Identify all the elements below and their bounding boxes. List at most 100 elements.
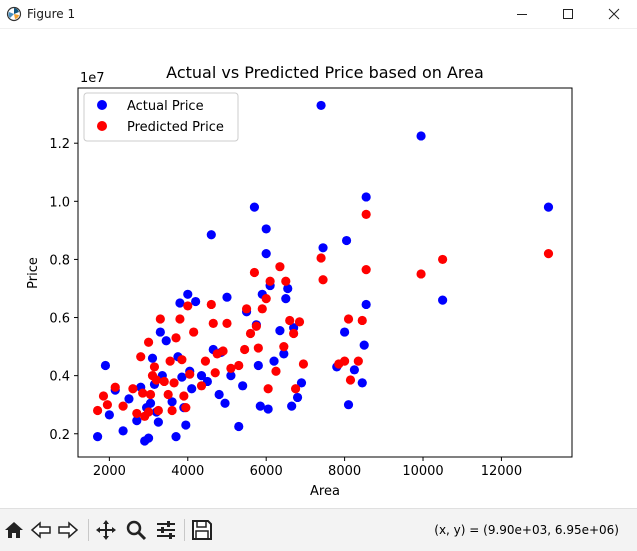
predicted-price-point	[279, 341, 289, 352]
x-tick-label: 8000	[328, 464, 361, 479]
y-axis: 0.2 0.4 0.6 0.8 1.0 1.2	[49, 137, 78, 443]
predicted-price-point	[345, 375, 356, 385]
save-icon	[192, 520, 212, 540]
configure-subplots-button[interactable]	[154, 518, 178, 542]
predicted-price-point	[165, 356, 175, 366]
predicted-price-point	[294, 317, 305, 327]
predicted-price-point	[234, 360, 244, 371]
actual-price-point	[100, 360, 111, 371]
actual-price-point	[359, 340, 369, 350]
predicted-price-point	[118, 401, 128, 411]
actual-price-point	[175, 298, 185, 308]
plot-area	[77, 87, 573, 458]
predicted-price-point	[340, 356, 350, 366]
actual-price-point	[343, 400, 354, 410]
figure-canvas[interactable]: Actual vs Predicted Price based on Area …	[0, 29, 637, 507]
predicted-price-point	[316, 253, 326, 263]
actual-price-point	[253, 360, 263, 371]
y-tick-label: 0.6	[49, 312, 70, 327]
predicted-price-point	[263, 384, 273, 394]
actual-price-point	[181, 420, 191, 430]
forward-icon	[58, 521, 79, 539]
actual-price-point	[287, 401, 297, 411]
close-icon	[608, 8, 620, 20]
back-button[interactable]	[29, 518, 53, 542]
toolbar-separator	[184, 519, 185, 541]
y-tick-label: 1.0	[49, 195, 70, 210]
actual-price-point	[261, 249, 271, 259]
predicted-price-point	[271, 366, 281, 376]
maximize-button[interactable]	[545, 0, 591, 28]
x-tick-label: 12000	[481, 464, 522, 479]
legend-label-actual: Actual Price	[127, 99, 204, 114]
predicted-price-point	[138, 388, 148, 398]
predicted-price-point	[226, 363, 236, 373]
save-button[interactable]	[190, 518, 214, 542]
actual-price-point	[283, 283, 293, 294]
predicted-price-point	[290, 384, 301, 394]
window-titlebar: Figure 1	[0, 0, 637, 29]
y-offset-label: 1e7	[80, 71, 105, 86]
y-axis-label: Price	[26, 257, 41, 289]
x-tick-label: 10000	[402, 464, 443, 479]
predicted-price-point	[110, 382, 120, 392]
actual-price-point	[269, 356, 279, 366]
predicted-price-point	[132, 408, 142, 419]
legend: Actual Price Predicted Price	[83, 92, 239, 142]
actual-price-point	[281, 294, 291, 304]
actual-price-point	[93, 432, 103, 442]
predicted-price-point	[298, 359, 309, 369]
actual-price-point	[316, 100, 326, 111]
actual-price-point	[206, 230, 216, 240]
predicted-price-point	[159, 376, 169, 387]
chart-title: Actual vs Predicted Price based on Area	[166, 63, 484, 82]
predicted-price-point	[185, 369, 195, 379]
predicted-price-point	[265, 276, 275, 286]
predicted-price-point	[93, 405, 103, 416]
forward-button[interactable]	[56, 518, 80, 542]
legend-marker-predicted	[97, 121, 107, 131]
predicted-price-point	[163, 389, 173, 400]
predicted-price-point	[143, 337, 154, 347]
predicted-price-point	[98, 391, 109, 401]
minimize-button[interactable]	[499, 0, 545, 28]
actual-price-point	[147, 353, 158, 363]
predicted-price-point	[241, 304, 252, 314]
actual-price-point	[153, 417, 163, 427]
predicted-price-point	[181, 403, 191, 413]
pan-icon	[96, 520, 116, 540]
predicted-price-point	[143, 407, 154, 417]
predicted-price-point	[151, 375, 162, 385]
y-tick-label: 1.2	[49, 137, 70, 152]
actual-price-point	[220, 398, 230, 408]
actual-price-point	[249, 202, 260, 212]
predicted-price-point	[102, 400, 113, 410]
actual-price-point	[191, 296, 201, 307]
predicted-price-point	[136, 352, 146, 362]
y-tick-label: 0.4	[49, 370, 70, 385]
actual-price-point	[226, 371, 236, 381]
predicted-price-point	[196, 381, 207, 391]
actual-price-point	[161, 336, 171, 346]
actual-price-point	[416, 131, 426, 141]
configure-subplots-icon	[157, 521, 175, 539]
zoom-button[interactable]	[124, 518, 148, 542]
predicted-price-point	[210, 368, 220, 378]
actual-price-point	[143, 433, 154, 443]
home-button[interactable]	[2, 518, 26, 542]
y-tick-label: 0.8	[49, 253, 70, 268]
legend-label-predicted: Predicted Price	[127, 120, 224, 135]
y-tick-label: 0.2	[49, 428, 70, 443]
actual-price-point	[361, 299, 371, 310]
actual-price-point	[263, 404, 273, 414]
actual-price-point	[341, 235, 352, 246]
x-axis-label: Area	[310, 484, 340, 499]
predicted-price-point	[169, 378, 179, 388]
actual-price-point	[238, 381, 248, 391]
predicted-price-point	[357, 315, 367, 326]
actual-price-point	[543, 202, 554, 212]
close-button[interactable]	[591, 0, 637, 28]
minimize-icon	[517, 14, 527, 15]
pan-button[interactable]	[94, 518, 118, 542]
actual-price-point	[296, 378, 307, 388]
